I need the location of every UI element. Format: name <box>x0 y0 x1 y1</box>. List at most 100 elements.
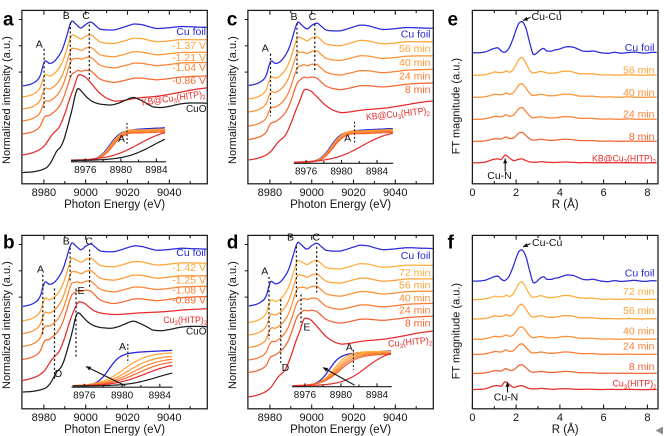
svg-text:Normalized intensity (a.u.): Normalized intensity (a.u.) <box>227 36 239 164</box>
svg-text:56 min: 56 min <box>623 65 655 77</box>
svg-text:A: A <box>344 132 351 144</box>
svg-text:72 min: 72 min <box>399 267 431 279</box>
svg-text:2: 2 <box>513 187 519 199</box>
svg-text:A: A <box>119 341 126 353</box>
svg-text:Cu3​(HITP)2​: Cu3​(HITP)2​ <box>613 379 657 391</box>
svg-text:8976: 8976 <box>74 165 97 176</box>
svg-text:Cu foil: Cu foil <box>625 42 655 54</box>
svg-text:8 min: 8 min <box>629 361 655 373</box>
svg-text:C: C <box>313 232 321 244</box>
svg-text:Cu3​(HITP)2​: Cu3​(HITP)2​ <box>163 315 207 327</box>
svg-text:9000: 9000 <box>73 412 97 424</box>
svg-text:8976: 8976 <box>294 390 317 401</box>
svg-text:d: d <box>227 233 239 254</box>
svg-text:Cu-Cu: Cu-Cu <box>532 237 563 249</box>
svg-text:Photon Energy (eV): Photon Energy (eV) <box>64 199 165 211</box>
svg-text:A: A <box>118 133 125 145</box>
svg-text:72 min: 72 min <box>623 286 655 298</box>
svg-text:Normalized intensity (a.u.): Normalized intensity (a.u.) <box>1 261 13 389</box>
svg-text:9020: 9020 <box>115 412 139 424</box>
svg-text:CuO: CuO <box>186 104 207 115</box>
svg-text:8: 8 <box>644 187 650 199</box>
svg-text:4: 4 <box>557 412 563 424</box>
svg-text:-0.86 V: -0.86 V <box>172 75 206 87</box>
svg-text:8984: 8984 <box>145 165 168 176</box>
svg-text:56 min: 56 min <box>399 279 431 291</box>
svg-text:Photon Energy (eV): Photon Energy (eV) <box>290 424 391 436</box>
svg-text:Normalized intensity (a.u.): Normalized intensity (a.u.) <box>227 261 239 389</box>
svg-text:24 min: 24 min <box>623 341 655 353</box>
svg-text:e: e <box>448 10 459 31</box>
svg-text:8 min: 8 min <box>629 131 655 143</box>
svg-text:B: B <box>290 11 297 23</box>
svg-text:Normalized intensity (a.u.): Normalized intensity (a.u.) <box>1 36 13 164</box>
svg-text:Photon Energy (eV): Photon Energy (eV) <box>290 199 391 211</box>
svg-text:24 min: 24 min <box>399 304 431 316</box>
svg-text:CuO: CuO <box>186 326 207 337</box>
svg-text:KB@Cu3​(HITP)2​: KB@Cu3​(HITP)2​ <box>366 106 431 125</box>
svg-text:40 min: 40 min <box>399 57 431 69</box>
svg-text:E: E <box>77 285 84 297</box>
svg-text:9040: 9040 <box>157 412 181 424</box>
svg-text:KB@Cu3​(HITP)2​: KB@Cu3​(HITP)2​ <box>592 154 656 166</box>
svg-text:-1.04 V: -1.04 V <box>172 62 206 74</box>
svg-text:FT magnitude (a.u.): FT magnitude (a.u.) <box>451 283 463 379</box>
svg-text:9000: 9000 <box>299 412 323 424</box>
svg-text:A: A <box>36 39 43 51</box>
svg-text:Cu foil: Cu foil <box>176 26 206 38</box>
svg-text:8980: 8980 <box>258 187 282 199</box>
svg-text:8976: 8976 <box>295 167 318 178</box>
svg-text:8980: 8980 <box>330 390 353 401</box>
svg-text:-1.08 V: -1.08 V <box>172 285 206 297</box>
svg-text:Cu-N: Cu-N <box>494 392 519 404</box>
svg-text:-1.21 V: -1.21 V <box>172 52 206 64</box>
svg-text:Cu foil: Cu foil <box>176 247 206 259</box>
svg-text:24 min: 24 min <box>623 109 655 121</box>
svg-text:8: 8 <box>644 412 650 424</box>
svg-text:40 min: 40 min <box>623 326 655 338</box>
svg-text:9000: 9000 <box>299 187 323 199</box>
svg-text:6: 6 <box>601 187 607 199</box>
svg-text:Cu-N: Cu-N <box>487 170 512 182</box>
svg-text:9040: 9040 <box>383 187 407 199</box>
svg-text:B: B <box>63 10 70 22</box>
svg-text:9040: 9040 <box>157 187 181 199</box>
svg-text:56 min: 56 min <box>623 305 655 317</box>
svg-text:c: c <box>227 10 238 31</box>
svg-text:8980: 8980 <box>111 391 134 402</box>
svg-text:9040: 9040 <box>383 412 407 424</box>
svg-text:40 min: 40 min <box>623 87 655 99</box>
svg-text:8980: 8980 <box>32 412 56 424</box>
svg-text:E: E <box>303 322 310 334</box>
svg-text:R (Å): R (Å) <box>552 423 579 436</box>
svg-text:Cu-Cu: Cu-Cu <box>532 11 563 23</box>
svg-text:Photon Energy (eV): Photon Energy (eV) <box>64 424 165 436</box>
svg-text:D: D <box>282 362 290 374</box>
svg-text:9020: 9020 <box>115 187 139 199</box>
svg-text:Cu foil: Cu foil <box>401 250 431 262</box>
svg-text:C: C <box>85 236 93 248</box>
svg-text:8984: 8984 <box>366 167 389 178</box>
svg-text:C: C <box>309 11 317 23</box>
svg-text:-0.89 V: -0.89 V <box>172 295 206 307</box>
svg-text:40 min: 40 min <box>399 293 431 305</box>
svg-text:4: 4 <box>557 187 563 199</box>
svg-text:B: B <box>63 236 70 248</box>
svg-text:0: 0 <box>469 412 475 424</box>
svg-text:-1.25 V: -1.25 V <box>172 275 206 287</box>
svg-text:6: 6 <box>601 412 607 424</box>
svg-text:D: D <box>55 368 63 380</box>
svg-text:f: f <box>448 233 455 254</box>
svg-text:C: C <box>82 10 90 22</box>
svg-text:2: 2 <box>513 412 519 424</box>
svg-text:-1.37 V: -1.37 V <box>172 40 206 52</box>
svg-text:9020: 9020 <box>341 187 365 199</box>
svg-text:A: A <box>346 342 353 354</box>
svg-text:A: A <box>37 264 44 276</box>
svg-text:A: A <box>261 266 268 278</box>
svg-text:8980: 8980 <box>110 165 133 176</box>
svg-text:8984: 8984 <box>366 390 389 401</box>
svg-text:8 min: 8 min <box>405 84 431 96</box>
svg-text:56 min: 56 min <box>399 43 431 55</box>
svg-text:A: A <box>262 43 269 55</box>
